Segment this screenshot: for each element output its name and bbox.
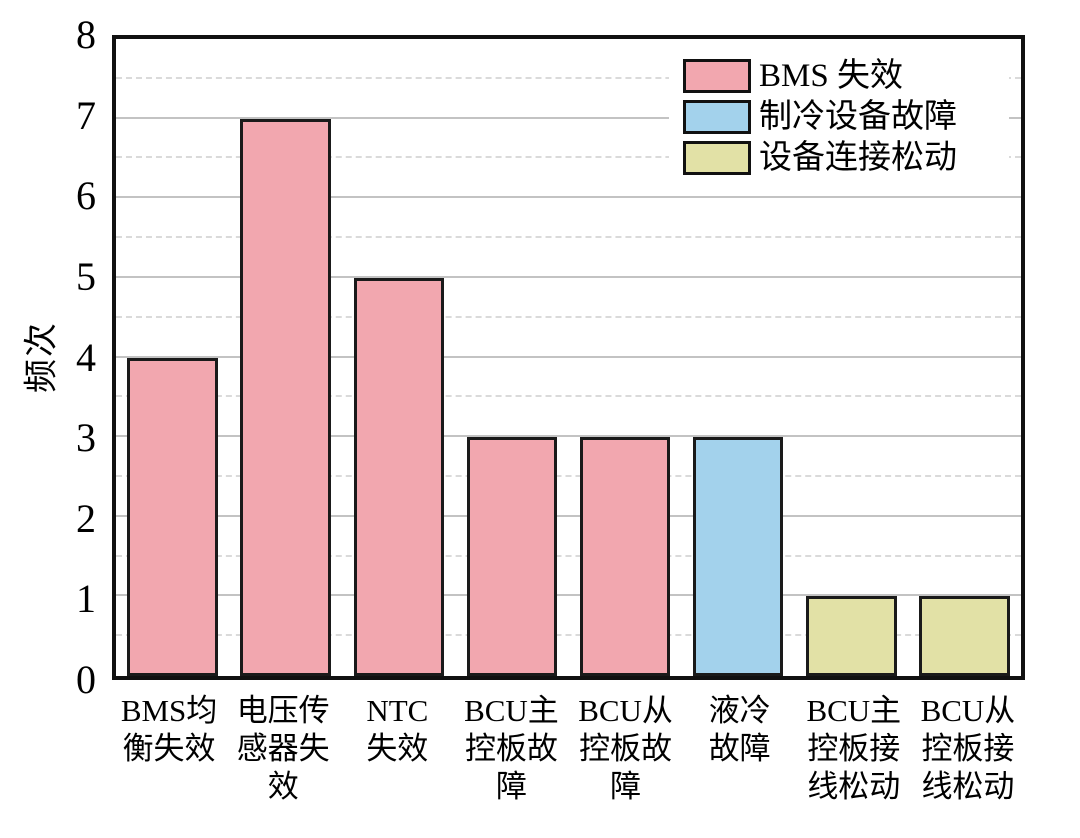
x-tick-label-6: BCU主 控板接 线松动: [806, 693, 902, 804]
y-tick-label-3: 3: [76, 415, 96, 461]
bar-4: [579, 437, 671, 676]
y-tick-label-5: 5: [76, 253, 96, 299]
y-tick-label-8: 8: [76, 12, 96, 57]
bar-0: [127, 357, 218, 676]
bar-1: [240, 118, 331, 676]
legend: BMS 失效制冷设备故障 设备连接松动: [669, 47, 1009, 187]
legend-row-2: 设备连接松动: [683, 141, 957, 175]
y-tick-label-1: 1: [76, 576, 96, 622]
gridline-minor: [116, 554, 1021, 557]
gridline-major: [116, 196, 1021, 199]
gridline-major: [116, 594, 1021, 597]
x-tick-label-7: BCU从 控板接 线松动: [920, 693, 1016, 804]
legend-swatch-icon: [683, 59, 751, 93]
plot-area: BMS 失效制冷设备故障 设备连接松动: [112, 35, 1025, 680]
gridline-minor: [116, 236, 1021, 239]
gridline-minor: [116, 395, 1021, 398]
legend-swatch-icon: [683, 141, 751, 175]
x-tick-label-3: BCU主 控板故 障: [464, 693, 559, 804]
x-tick-label-0: BMS均 衡失效: [120, 693, 218, 766]
gridline-major: [116, 435, 1021, 438]
gridline-major: [116, 116, 1021, 119]
gridline-minor: [116, 315, 1021, 318]
x-tick-label-5: 液冷 故障: [708, 693, 771, 766]
bar-3: [466, 437, 558, 676]
gridline-major: [116, 514, 1021, 517]
legend-label: 制冷设备故障: [759, 99, 957, 135]
legend-row-0: BMS 失效: [683, 59, 957, 93]
bar-6: [806, 596, 897, 676]
y-tick-label-7: 7: [76, 92, 96, 138]
legend-label: BMS 失效: [759, 58, 903, 94]
x-tick-label-4: BCU从 控板故 障: [578, 693, 673, 804]
y-tick-label-4: 4: [76, 334, 96, 380]
y-tick-label-2: 2: [76, 495, 96, 541]
x-tick-label-1: 电压传 感器失 效: [236, 693, 330, 804]
bar-2: [353, 277, 445, 676]
gridline-major: [116, 355, 1021, 358]
bar-5: [692, 437, 784, 676]
bar-7: [919, 596, 1010, 676]
legend-row-1: 制冷设备故障: [683, 100, 957, 134]
gridline-minor: [116, 156, 1021, 159]
y-tick-label-0: 0: [76, 657, 96, 702]
gridline-minor: [116, 634, 1021, 637]
gridline-major: [116, 275, 1021, 278]
legend-label: 设备连接松动: [759, 140, 957, 176]
gridline-minor: [116, 76, 1021, 79]
x-tick-label-2: NTC 失效: [366, 693, 429, 766]
y-tick-label-6: 6: [76, 173, 96, 219]
legend-swatch-icon: [683, 100, 751, 134]
gridline-minor: [116, 474, 1021, 477]
